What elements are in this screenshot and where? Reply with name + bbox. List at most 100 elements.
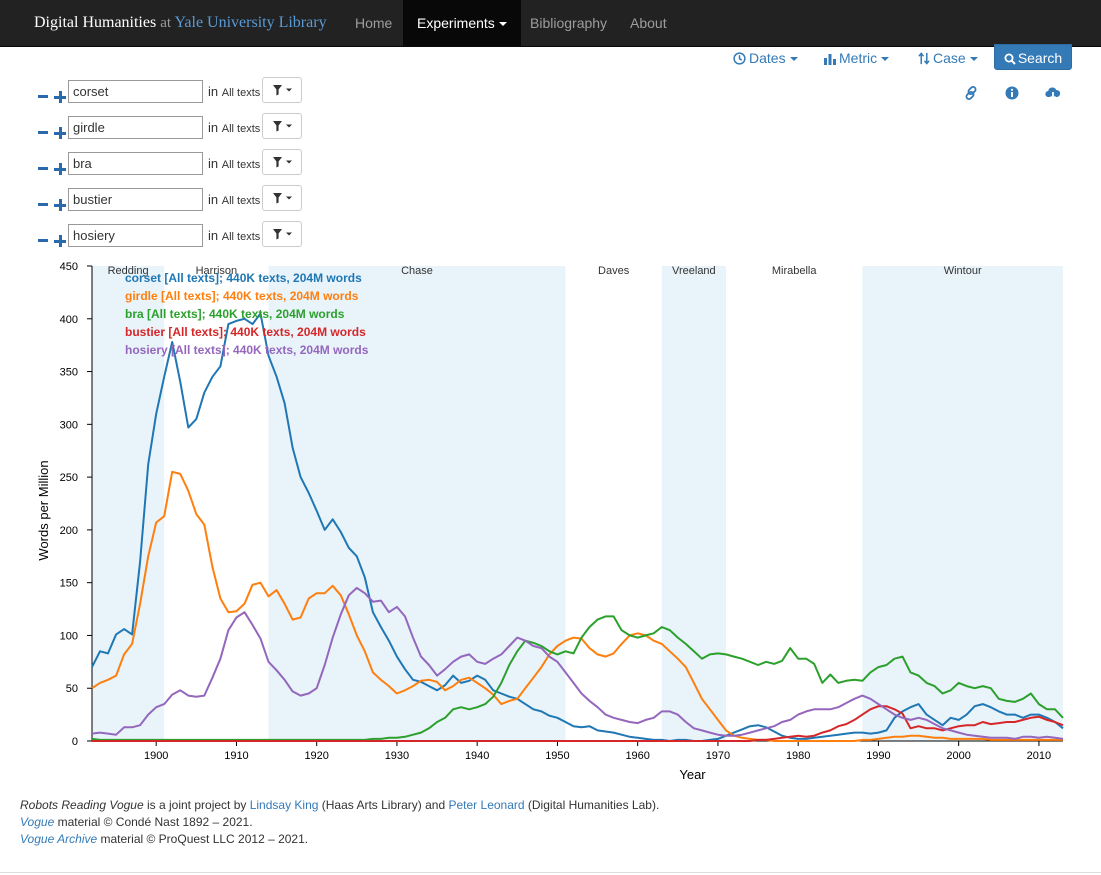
- y-tick-label: 450: [60, 261, 78, 273]
- peter-leonard-link[interactable]: Peter Leonard: [448, 798, 525, 812]
- brand-org: Yale University Library: [174, 14, 327, 31]
- footer-text: material © Condé Nast 1892 – 2021.: [54, 815, 253, 829]
- plus-icon[interactable]: [54, 91, 66, 103]
- cloud-download-icon[interactable]: [1045, 85, 1061, 101]
- dates-dropdown[interactable]: Dates: [733, 50, 798, 66]
- era-band: [92, 266, 165, 741]
- case-dropdown[interactable]: Case: [918, 50, 978, 66]
- query-input[interactable]: [68, 116, 203, 139]
- query-input[interactable]: [68, 152, 203, 175]
- nav-experiments[interactable]: Experiments: [403, 0, 521, 46]
- search-button[interactable]: Search: [994, 44, 1072, 70]
- y-tick-label: 350: [60, 367, 78, 379]
- x-tick-label: 1930: [385, 750, 409, 762]
- metric-label: Metric: [839, 50, 878, 66]
- plus-icon[interactable]: [54, 235, 66, 247]
- filter-dropdown-button[interactable]: [262, 185, 302, 211]
- x-tick-label: 1900: [144, 750, 168, 762]
- nav-home[interactable]: Home: [355, 15, 393, 31]
- y-tick-label: 300: [60, 419, 78, 431]
- divider: [0, 872, 1101, 873]
- era-label: Redding: [108, 265, 149, 277]
- bar-chart-icon: [824, 54, 836, 65]
- legend-entry-bustier: bustier [All texts]; 440K texts, 204M wo…: [125, 325, 366, 339]
- x-tick-label: 1910: [224, 750, 248, 762]
- era-band: [661, 266, 726, 741]
- caret-down-icon: [498, 22, 507, 27]
- query-scope[interactable]: in All texts: [208, 192, 260, 207]
- project-name: Robots Reading Vogue: [20, 798, 144, 812]
- minus-icon[interactable]: [38, 131, 48, 134]
- case-label: Case: [933, 50, 966, 66]
- footer-text: (Digital Humanities Lab).: [524, 798, 660, 812]
- lindsay-king-link[interactable]: Lindsay King: [249, 798, 319, 812]
- brand-main: Digital Humanities: [34, 14, 157, 31]
- in-label: in: [208, 192, 219, 207]
- filter-icon: [273, 229, 292, 240]
- y-tick-label: 200: [60, 525, 78, 537]
- navbar: Digital Humanities at Yale University Li…: [0, 0, 1101, 47]
- era-label: Mirabella: [772, 265, 818, 277]
- era-label: Chase: [401, 265, 433, 277]
- query-input[interactable]: [68, 80, 203, 103]
- minus-icon[interactable]: [38, 167, 48, 170]
- y-tick-label: 150: [60, 578, 78, 590]
- x-tick-label: 1920: [304, 750, 328, 762]
- minus-icon[interactable]: [38, 239, 48, 242]
- filter-dropdown-button[interactable]: [262, 113, 302, 139]
- x-tick-label: 1960: [625, 750, 649, 762]
- series-line-bustier[interactable]: [92, 705, 1064, 742]
- y-axis-label: Words per Million: [36, 460, 51, 560]
- query-input[interactable]: [68, 188, 203, 211]
- metric-dropdown[interactable]: Metric: [824, 50, 890, 66]
- footer-text: material © ProQuest LLC 2012 – 2021.: [97, 832, 309, 846]
- query-scope[interactable]: in All texts: [208, 120, 260, 135]
- query-scope[interactable]: in All texts: [208, 156, 260, 171]
- filter-dropdown-button[interactable]: [262, 77, 302, 103]
- footer: Robots Reading Vogue is a joint project …: [20, 797, 659, 848]
- query-scope[interactable]: in All texts: [208, 84, 260, 99]
- nav-bibliography[interactable]: Bibliography: [530, 15, 608, 31]
- site-brand[interactable]: Digital Humanities at Yale University Li…: [34, 14, 327, 32]
- link-icon[interactable]: [963, 85, 979, 101]
- scope-label: All texts: [221, 231, 261, 243]
- in-label: in: [208, 84, 219, 99]
- series-line-girdle[interactable]: [91, 470, 1063, 742]
- era-label: Harrison: [196, 265, 238, 277]
- y-tick-label: 50: [66, 683, 78, 695]
- x-tick-label: 1950: [545, 750, 569, 762]
- plus-icon[interactable]: [54, 199, 66, 211]
- dates-label: Dates: [749, 50, 786, 66]
- legend-entry-bra: bra [All texts]; 440K texts, 204M words: [125, 307, 345, 321]
- nav-about[interactable]: About: [630, 15, 667, 31]
- nav-experiments-label: Experiments: [417, 15, 495, 31]
- era-label: Vreeland: [672, 265, 716, 277]
- vogue-archive-link[interactable]: Vogue Archive: [20, 832, 98, 846]
- vogue-link[interactable]: Vogue: [20, 815, 55, 829]
- era-label: Wintour: [944, 265, 982, 277]
- x-tick-label: 1940: [465, 750, 489, 762]
- plus-icon[interactable]: [54, 127, 66, 139]
- filter-icon: [273, 85, 292, 96]
- era-label: Daves: [598, 265, 630, 277]
- minus-icon[interactable]: [38, 95, 48, 98]
- query-scope[interactable]: in All texts: [208, 228, 260, 243]
- plus-icon[interactable]: [54, 163, 66, 175]
- filter-dropdown-button[interactable]: [262, 149, 302, 175]
- scope-label: All texts: [221, 159, 261, 171]
- series-line-hosiery[interactable]: [91, 586, 1064, 740]
- series-line-bra[interactable]: [91, 615, 1064, 741]
- scope-label: All texts: [221, 87, 261, 99]
- scope-label: All texts: [221, 195, 261, 207]
- line-chart: Redding Harrison Chase Daves Vreeland Mirabel…: [36, 261, 1064, 782]
- minus-icon[interactable]: [38, 203, 48, 206]
- scope-label: All texts: [221, 123, 261, 135]
- filter-icon: [273, 157, 292, 168]
- filter-dropdown-button[interactable]: [262, 221, 302, 247]
- in-label: in: [208, 228, 219, 243]
- y-tick-label: 400: [60, 314, 78, 326]
- info-icon[interactable]: [1004, 85, 1020, 101]
- brand-at: at: [160, 15, 172, 31]
- query-input[interactable]: [68, 224, 203, 247]
- in-label: in: [208, 120, 219, 135]
